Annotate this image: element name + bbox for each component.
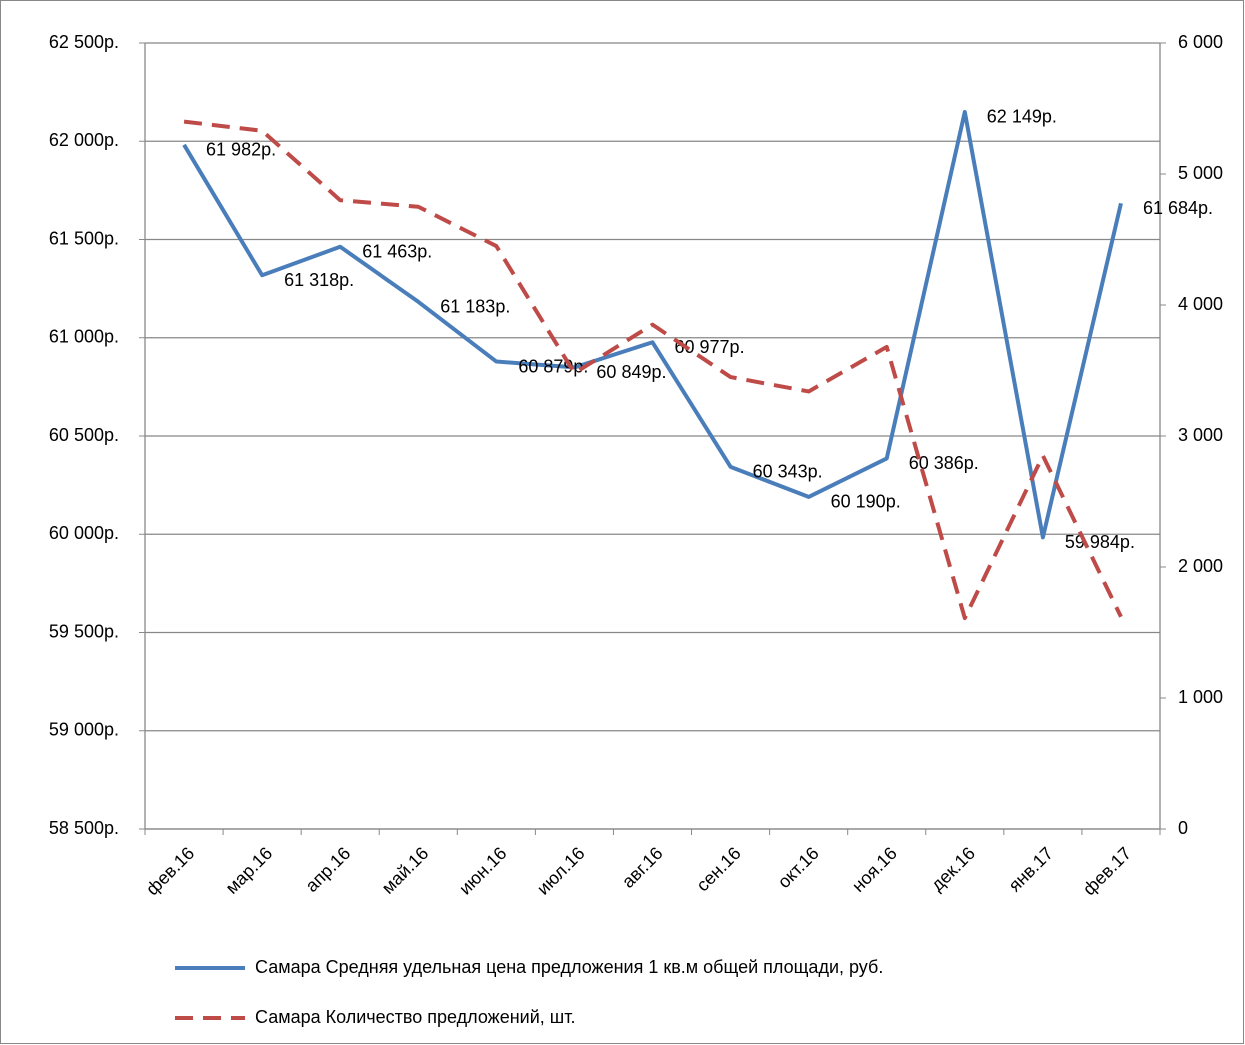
legend-label: Самара Средняя удельная цена предложения… (255, 957, 883, 977)
data-label: 61 684р. (1143, 198, 1213, 218)
legend-label: Самара Количество предложений, шт. (255, 1007, 575, 1027)
data-label: 61 318р. (284, 270, 354, 290)
data-label: 60 849р. (596, 362, 666, 382)
y-tick-label: 62 500р. (49, 32, 119, 52)
data-label: 60 386р. (909, 453, 979, 473)
data-label: 61 183р. (440, 297, 510, 317)
data-label: 59 984р. (1065, 532, 1135, 552)
data-label: 62 149р. (987, 107, 1057, 127)
y-tick-label: 59 500р. (49, 621, 119, 641)
y2-tick-label: 4 000 (1178, 294, 1223, 314)
data-label: 60 977р. (675, 337, 745, 357)
y-tick-label: 58 500р. (49, 818, 119, 838)
series-line (182, 109, 1123, 540)
data-label: 61 463р. (362, 242, 432, 262)
y-tick-label: 61 500р. (49, 228, 119, 248)
y2-tick-label: 0 (1178, 818, 1188, 838)
y-tick-label: 60 500р. (49, 425, 119, 445)
y-tick-label: 59 000р. (49, 720, 119, 740)
y2-tick-label: 2 000 (1178, 556, 1223, 576)
y2-tick-label: 1 000 (1178, 687, 1223, 707)
y-tick-label: 62 000р. (49, 130, 119, 150)
data-label: 60 343р. (753, 462, 823, 482)
series-line (183, 119, 1123, 621)
y2-tick-label: 3 000 (1178, 425, 1223, 445)
y2-tick-label: 6 000 (1178, 32, 1223, 52)
data-label: 60 879р. (518, 356, 588, 376)
data-label: 60 190р. (831, 492, 901, 512)
y2-tick-label: 5 000 (1178, 163, 1223, 183)
y-tick-label: 61 000р. (49, 327, 119, 347)
y-tick-label: 60 000р. (49, 523, 119, 543)
data-label: 61 982р. (206, 140, 276, 160)
